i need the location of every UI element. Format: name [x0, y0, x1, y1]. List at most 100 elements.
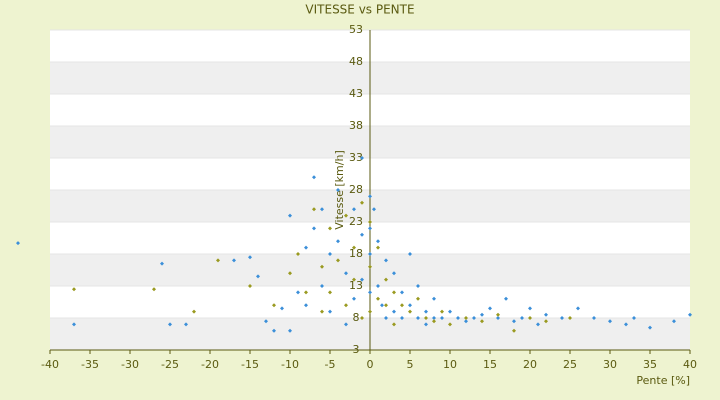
point — [280, 306, 284, 311]
point — [376, 245, 380, 250]
point — [608, 319, 612, 324]
point — [432, 316, 436, 320]
x-tick-label: 30 — [603, 358, 617, 371]
point — [288, 213, 292, 218]
point — [416, 316, 420, 320]
point — [216, 258, 220, 263]
x-tick-label: -20 — [201, 358, 219, 371]
point — [312, 226, 316, 231]
point — [560, 316, 564, 320]
point — [344, 322, 348, 327]
point — [168, 322, 172, 327]
point — [72, 322, 76, 327]
point — [504, 296, 508, 301]
point — [496, 316, 500, 320]
point — [256, 274, 260, 279]
point — [372, 207, 376, 212]
y-tick-label: 33 — [349, 151, 363, 164]
point — [400, 316, 404, 320]
point — [304, 290, 308, 295]
point — [384, 303, 388, 308]
x-tick-label: 35 — [643, 358, 657, 371]
point — [472, 316, 476, 320]
point — [72, 287, 76, 292]
point — [376, 284, 380, 288]
point — [320, 207, 324, 212]
point — [528, 316, 532, 320]
point — [624, 322, 628, 327]
point — [400, 303, 404, 308]
point — [368, 226, 372, 231]
point — [408, 309, 412, 314]
point — [536, 322, 540, 327]
point — [368, 264, 372, 269]
point — [496, 312, 500, 317]
x-tick-label: -40 — [41, 358, 59, 371]
point — [392, 309, 396, 314]
point — [544, 312, 548, 317]
point — [192, 309, 196, 314]
point — [16, 241, 20, 246]
x-tick-label: -10 — [281, 358, 299, 371]
x-axis-title: Pente [%] — [636, 374, 690, 387]
point — [416, 296, 420, 301]
point — [360, 316, 364, 320]
x-tick-label: 5 — [407, 358, 414, 371]
x-tick-label: 25 — [563, 358, 577, 371]
point — [392, 290, 396, 295]
point — [360, 156, 364, 160]
point — [328, 290, 332, 295]
y-tick-label: 18 — [349, 247, 363, 260]
point — [480, 312, 484, 317]
chart-title: VITESSE vs PENTE — [305, 3, 414, 17]
point — [528, 306, 532, 311]
point — [304, 245, 308, 250]
y-tick-label: 43 — [349, 87, 363, 100]
x-tick-label: 0 — [367, 358, 374, 371]
point — [512, 328, 516, 333]
y-tick-label: 28 — [349, 183, 363, 196]
point — [632, 316, 636, 320]
point — [360, 200, 364, 205]
point — [392, 271, 396, 276]
y-tick-label: 38 — [349, 119, 363, 132]
y-tick-label: 23 — [349, 215, 363, 228]
x-tick-label: 20 — [523, 358, 537, 371]
point — [384, 316, 388, 320]
point — [392, 322, 396, 327]
point — [424, 322, 428, 327]
point — [384, 258, 388, 263]
point — [336, 188, 340, 192]
point — [440, 309, 444, 314]
point — [376, 296, 380, 301]
point — [288, 328, 292, 333]
point — [432, 319, 436, 324]
point — [152, 287, 156, 292]
point — [368, 309, 372, 314]
point — [464, 316, 468, 320]
point — [360, 232, 364, 237]
point — [488, 306, 492, 311]
point — [688, 312, 692, 317]
point — [512, 319, 516, 324]
point — [592, 316, 596, 320]
y-tick-label: 13 — [349, 279, 363, 292]
point — [320, 309, 324, 314]
point — [380, 303, 384, 308]
point — [296, 252, 300, 256]
x-tick-label: -15 — [241, 358, 259, 371]
point — [368, 252, 372, 256]
point — [328, 226, 332, 231]
point — [352, 296, 356, 301]
point — [456, 316, 460, 320]
point — [408, 252, 412, 256]
point — [352, 245, 356, 250]
x-tick-label: 15 — [483, 358, 497, 371]
x-tick-label: -5 — [325, 358, 336, 371]
x-tick-label: -35 — [81, 358, 99, 371]
x-tick-label: -30 — [121, 358, 139, 371]
point — [328, 309, 332, 314]
point — [304, 303, 308, 308]
point — [464, 319, 468, 324]
